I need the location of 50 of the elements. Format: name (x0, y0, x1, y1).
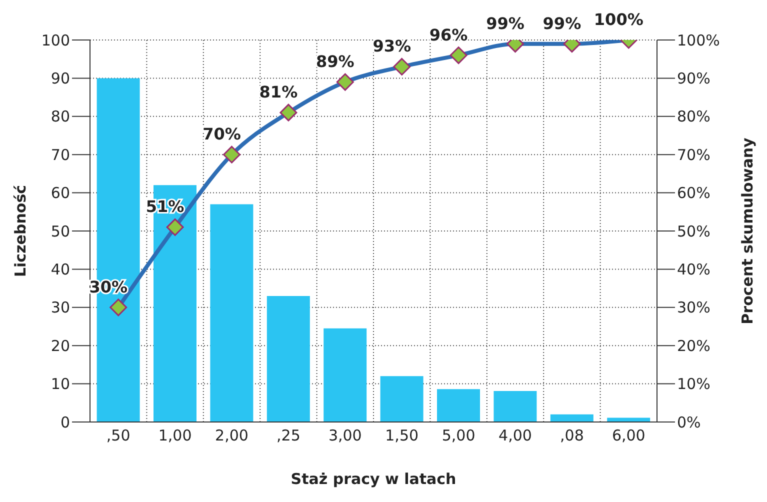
x-tick-label: 5,00 (442, 426, 476, 445)
bar (266, 296, 310, 422)
bar (324, 328, 367, 422)
y-tick-label: 80 (50, 108, 70, 126)
x-tick-label: 1,00 (158, 426, 192, 445)
y2-tick-label: 80% (677, 108, 710, 126)
bar (494, 391, 537, 422)
x-axis-title: Staż pracy w latach (290, 470, 456, 488)
bar (210, 204, 254, 422)
data-label: 89% (316, 52, 354, 72)
bar (550, 414, 594, 422)
y-tick-label: 10 (50, 375, 70, 394)
data-label: 99% (542, 14, 582, 33)
y-tick-label: 20 (50, 336, 70, 355)
data-label: 96% (429, 25, 468, 44)
y2-tick-label: 60% (677, 184, 710, 202)
y-tick-label: 0 (60, 413, 70, 432)
y2-tick-label: 10% (677, 375, 710, 394)
x-tick-label: ,08 (560, 426, 584, 445)
y-axis-title: Liczebność (11, 184, 30, 278)
y2-tick-label: 0% (677, 413, 701, 432)
y2-tick-label: 100% (677, 31, 720, 50)
x-tick-label: 3,00 (328, 426, 362, 445)
data-label: 99% (486, 14, 524, 33)
x-tick-label: ,50 (106, 426, 130, 445)
y2-tick-label: 40% (677, 260, 710, 279)
y-tick-label: 60 (50, 184, 70, 202)
y-tick-label: 40 (50, 260, 70, 279)
y-tick-label: 30 (50, 298, 70, 317)
y2-axis-title: Procent skumulowany (738, 137, 756, 324)
y-tick-label: 70 (50, 146, 70, 164)
y-tick-label: 90 (50, 70, 70, 88)
y2-tick-label: 30% (677, 298, 710, 317)
y-tick-label: 100 (41, 31, 70, 50)
x-tick-label: 4,00 (498, 426, 532, 445)
x-tick-label: ,25 (276, 426, 300, 445)
y2-tick-label: 50% (677, 222, 710, 240)
y2-tick-label: 90% (677, 70, 710, 88)
bar (437, 389, 480, 422)
x-tick-label: 6,00 (612, 426, 646, 445)
y-tick-label: 50 (50, 222, 70, 240)
data-label: 81% (259, 82, 298, 102)
data-label: 100% (594, 10, 644, 29)
data-label: 93% (372, 36, 411, 56)
x-tick-label: 1,50 (385, 426, 419, 445)
bar (380, 376, 424, 422)
y2-tick-label: 70% (677, 146, 710, 164)
y2-tick-label: 20% (677, 336, 710, 355)
data-label: 70% (202, 124, 241, 144)
x-tick-label: 2,00 (215, 426, 248, 445)
